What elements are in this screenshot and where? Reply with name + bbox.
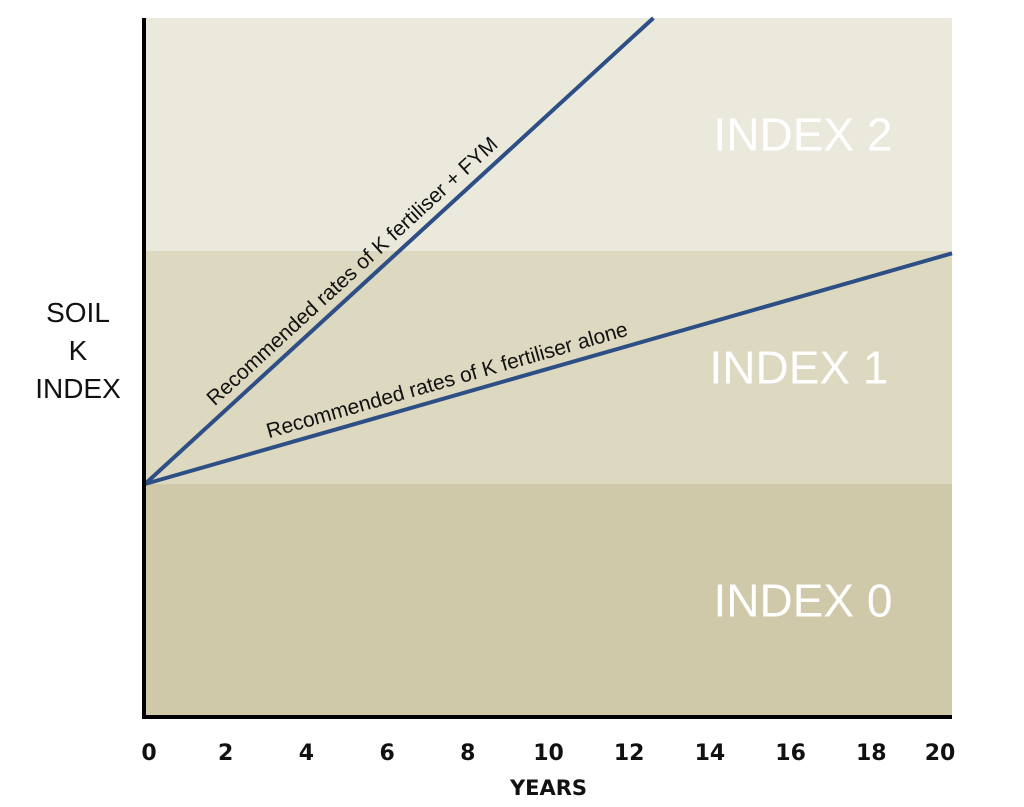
x-tick-labels: 0 2 4 6 8 10 12 14 16 18 20 (141, 741, 955, 766)
x-tick-label: 0 (141, 741, 156, 766)
y-axis-title-line: K (69, 335, 88, 366)
y-axis-title: SOIL K INDEX (35, 297, 121, 404)
series-lines (143, 16, 953, 486)
x-tick-label: 20 (925, 741, 956, 766)
y-axis-title-line: INDEX (35, 373, 121, 404)
x-tick-label: 4 (299, 741, 314, 766)
index-band-labels: INDEX 0 INDEX 1 INDEX 2 (710, 109, 893, 627)
x-tick-label: 12 (614, 741, 645, 766)
band-index-0 (145, 484, 952, 717)
series-line (144, 251, 953, 486)
series-line (143, 16, 655, 486)
x-tick-label: 18 (856, 741, 887, 766)
x-tick-label: 6 (379, 741, 394, 766)
x-tick-label: 2 (218, 741, 233, 766)
y-axis-title-line: SOIL (46, 297, 110, 328)
x-tick-label: 16 (775, 741, 806, 766)
x-tick-label: 8 (460, 741, 475, 766)
band-label: INDEX 0 (714, 575, 893, 627)
x-tick-label: 14 (695, 741, 726, 766)
x-tick-label: 10 (533, 741, 564, 766)
band-index-2 (145, 18, 952, 251)
x-axis-title: YEARS (509, 776, 587, 800)
axes (142, 18, 952, 719)
band-label: INDEX 2 (714, 109, 893, 161)
band-label: INDEX 1 (710, 342, 889, 394)
